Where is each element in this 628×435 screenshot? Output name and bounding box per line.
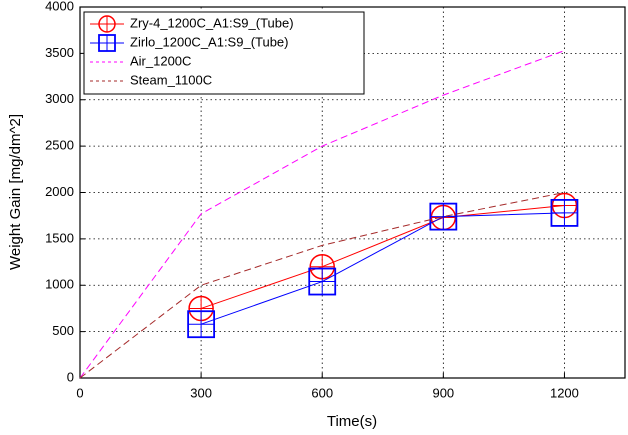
x-tick-label: 1200: [550, 385, 579, 400]
y-tick-label: 3000: [45, 91, 74, 106]
x-tick-label: 300: [190, 385, 212, 400]
y-tick-label: 1000: [45, 277, 74, 292]
legend-label: Zry-4_1200C_A1:S9_(Tube): [130, 15, 294, 30]
marker: [429, 202, 458, 231]
series-line: [200, 204, 565, 309]
marker: [550, 199, 579, 227]
legend-label: Steam_1100C: [130, 72, 212, 87]
y-axis-title: Weight Gain [mg/dm^2]: [7, 114, 24, 270]
series-line: [79, 192, 565, 379]
x-axis-title: Time(s): [327, 413, 377, 430]
y-tick-label: 1500: [45, 230, 74, 245]
legend: Zry-4_1200C_A1:S9_(Tube) Zirlo_1200C_A1:S…: [83, 11, 365, 95]
y-tick-label: 2000: [45, 184, 74, 199]
marker: [308, 267, 337, 296]
y-tick-label: 0: [67, 369, 74, 384]
x-tick-label: 0: [76, 385, 83, 400]
marker: [98, 34, 116, 52]
series-line: [79, 50, 565, 379]
series-line: [200, 212, 565, 325]
y-tick-label: 2500: [45, 138, 74, 153]
y-tick-label: 4000: [45, 0, 74, 13]
marker: [187, 310, 216, 339]
x-tick-label: 900: [432, 385, 454, 400]
marker: [98, 15, 116, 33]
y-tick-label: 500: [52, 323, 74, 338]
legend-label: Zirlo_1200C_A1:S9_(Tube): [130, 34, 289, 49]
legend-frame: [83, 11, 365, 95]
y-tick-label: 3500: [45, 45, 74, 60]
x-tick-label: 600: [311, 385, 333, 400]
plot-frame: [79, 6, 626, 379]
legend-label: Air_1200C: [130, 53, 191, 68]
